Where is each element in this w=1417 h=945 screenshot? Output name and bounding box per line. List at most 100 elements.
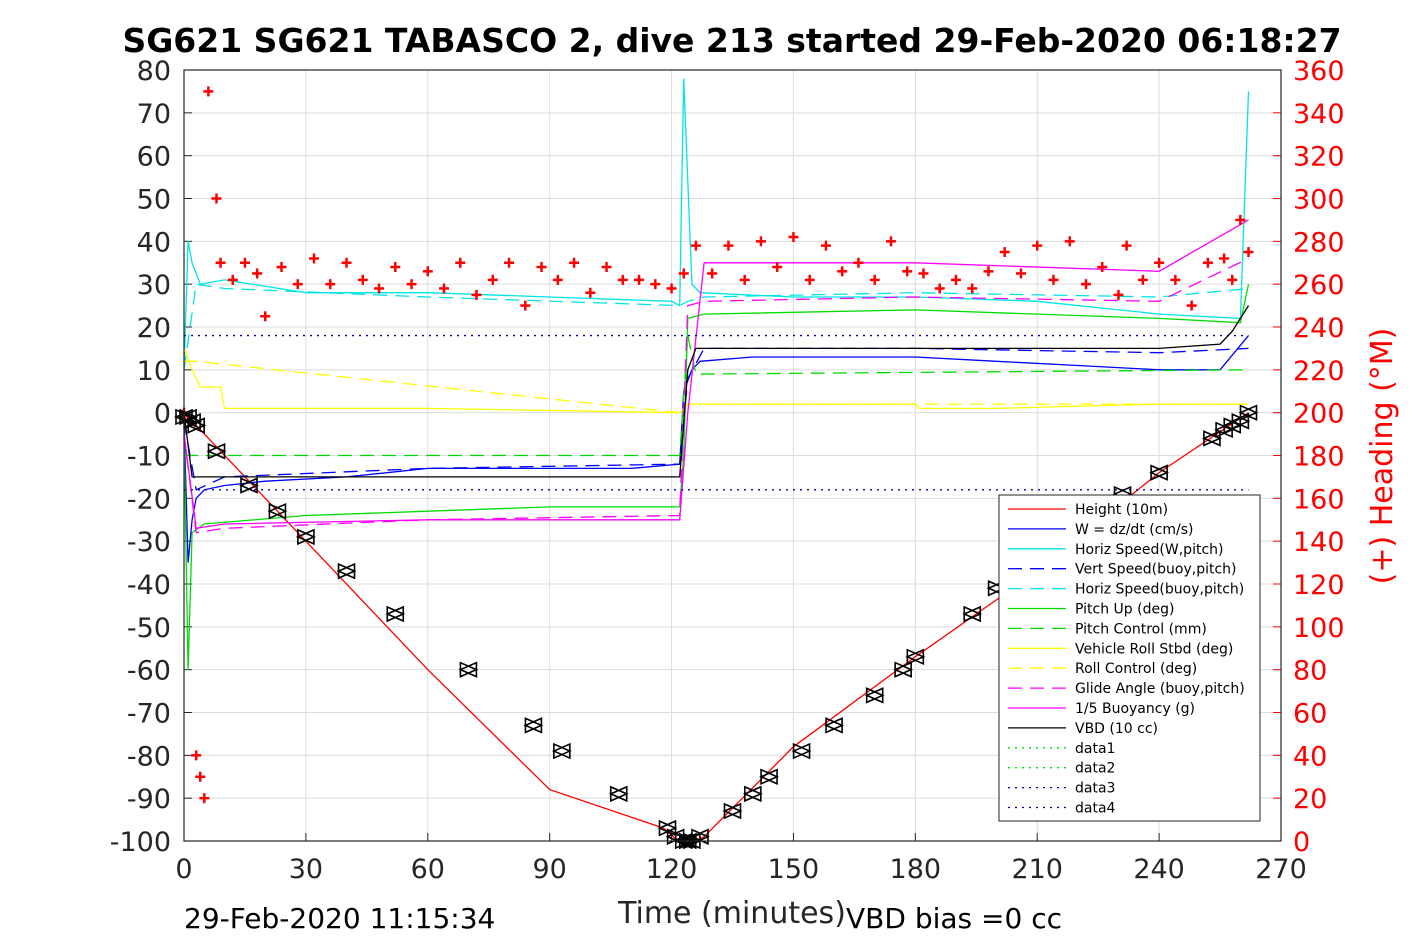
y2-axis-label: (+) Heading (°M) bbox=[1365, 328, 1400, 585]
y2-tick-label: 320 bbox=[1293, 142, 1345, 173]
heading-point bbox=[1202, 257, 1213, 268]
marker-layer bbox=[174, 404, 1259, 850]
legend-item: data4 bbox=[1008, 801, 1116, 817]
triangle-marker bbox=[690, 828, 710, 845]
heading-point bbox=[341, 257, 352, 268]
heading-point bbox=[804, 274, 815, 285]
legend-label: 1/5 Buoyancy (g) bbox=[1075, 701, 1195, 717]
legend-label: Glide Angle (buoy,pitch) bbox=[1075, 681, 1245, 697]
legend-item: W = dz/dt (cm/s) bbox=[1008, 522, 1194, 538]
legend-item: data1 bbox=[1008, 741, 1115, 757]
heading-point bbox=[520, 300, 531, 311]
heading-point bbox=[552, 274, 563, 285]
triangle-marker bbox=[824, 717, 845, 734]
triangle-marker bbox=[295, 528, 316, 546]
heading-point bbox=[374, 283, 385, 294]
triangle-marker bbox=[206, 442, 227, 460]
heading-point bbox=[999, 247, 1010, 258]
y2-tick-label: 160 bbox=[1293, 484, 1345, 515]
y-tick-label: -50 bbox=[127, 613, 171, 644]
heading-point bbox=[1154, 257, 1165, 268]
heading-point bbox=[1032, 240, 1043, 251]
y2-tick-label: 40 bbox=[1293, 741, 1327, 772]
heading-point bbox=[252, 268, 263, 279]
y-tick-labels: 80 70 60 50 40 30 20 10 0 -10 -20 -30 -40 -50 -60 -70 -8… bbox=[110, 56, 171, 858]
legend-item: Glide Angle (buoy,pitch) bbox=[1008, 681, 1245, 697]
legend-label: VBD (10 cc) bbox=[1075, 721, 1158, 737]
heading-point bbox=[1015, 268, 1026, 279]
y2-tick-label: 260 bbox=[1293, 270, 1345, 301]
y2-tick-label: 20 bbox=[1293, 784, 1327, 815]
x-tick-label: 150 bbox=[768, 854, 820, 885]
heading-point bbox=[902, 266, 913, 277]
heading-point bbox=[617, 274, 628, 285]
y-tick-label: 30 bbox=[137, 270, 171, 301]
heading-point bbox=[471, 289, 482, 300]
heading-point bbox=[325, 279, 336, 290]
heading-point bbox=[487, 274, 498, 285]
legend-item: Horiz Speed(buoy,pitch) bbox=[1008, 582, 1244, 598]
heading-point bbox=[195, 771, 206, 782]
series-layer bbox=[183, 78, 1250, 842]
heading-point bbox=[309, 253, 320, 264]
y-tick-label: 20 bbox=[137, 313, 171, 344]
heading-point bbox=[455, 257, 466, 268]
heading-point bbox=[967, 283, 978, 294]
y2-tick-labels: 3603403203002802602402202001801601401201… bbox=[1293, 56, 1345, 858]
y-tick-label: -100 bbox=[110, 827, 171, 858]
y2-tick-label: 340 bbox=[1293, 99, 1345, 130]
triangle-marker bbox=[893, 661, 914, 678]
triangle-marker bbox=[722, 802, 743, 820]
legend-label: Vehicle Roll Stbd (deg) bbox=[1075, 641, 1233, 657]
heading-point bbox=[690, 240, 701, 251]
heading-point bbox=[707, 268, 718, 279]
legend-item: Vert Speed(buoy,pitch) bbox=[1008, 562, 1237, 578]
heading-point bbox=[820, 240, 831, 251]
heading-point bbox=[1048, 274, 1059, 285]
heading-point bbox=[390, 262, 401, 273]
y-tick-label: -60 bbox=[127, 656, 171, 687]
triangle-marker bbox=[1201, 430, 1222, 447]
heading-point bbox=[585, 287, 596, 298]
heading-point bbox=[292, 279, 303, 290]
heading-point bbox=[227, 274, 238, 285]
heading-point bbox=[885, 236, 896, 247]
y-tick-label: -80 bbox=[127, 741, 171, 772]
series-line-roll-control-deg bbox=[184, 360, 1249, 414]
legend-item: Height (10m) bbox=[1008, 502, 1168, 518]
heading-point bbox=[1227, 274, 1238, 285]
y-tick-label: 10 bbox=[137, 356, 171, 387]
heading-point bbox=[1064, 236, 1075, 247]
legend-item: Horiz Speed(W,pitch) bbox=[1008, 542, 1223, 558]
heading-point bbox=[634, 274, 645, 285]
heading-point bbox=[739, 274, 750, 285]
x-tick-label: 0 bbox=[175, 854, 192, 885]
heading-point bbox=[215, 257, 226, 268]
y-tick-label: -40 bbox=[127, 570, 171, 601]
y2-tick-label: 200 bbox=[1293, 399, 1345, 430]
legend-item: Roll Control (deg) bbox=[1008, 661, 1197, 677]
triangle-marker bbox=[759, 768, 780, 785]
y2-tick-label: 60 bbox=[1293, 699, 1327, 730]
triangle-marker bbox=[1149, 464, 1170, 481]
x-tick-label: 270 bbox=[1255, 854, 1307, 885]
heading-point bbox=[199, 793, 210, 804]
legend-item: data3 bbox=[1008, 781, 1115, 797]
heading-point bbox=[837, 266, 848, 277]
heading-point bbox=[983, 266, 994, 277]
legend-label: Roll Control (deg) bbox=[1075, 661, 1197, 677]
heading-point bbox=[650, 279, 661, 290]
y2-tick-label: 360 bbox=[1293, 56, 1345, 87]
triangle-marker bbox=[239, 477, 260, 494]
y2-tick-label: 280 bbox=[1293, 227, 1345, 258]
triangle-marker bbox=[864, 687, 885, 704]
y-tick-label: 70 bbox=[137, 99, 171, 130]
x-tick-label: 30 bbox=[289, 854, 323, 885]
legend-label: Height (10m) bbox=[1075, 502, 1168, 518]
heading-point bbox=[239, 257, 250, 268]
heading-point bbox=[1137, 274, 1148, 285]
y-tick-label: -90 bbox=[127, 784, 171, 815]
heading-point bbox=[536, 262, 547, 273]
y-tick-label: 80 bbox=[137, 56, 171, 87]
